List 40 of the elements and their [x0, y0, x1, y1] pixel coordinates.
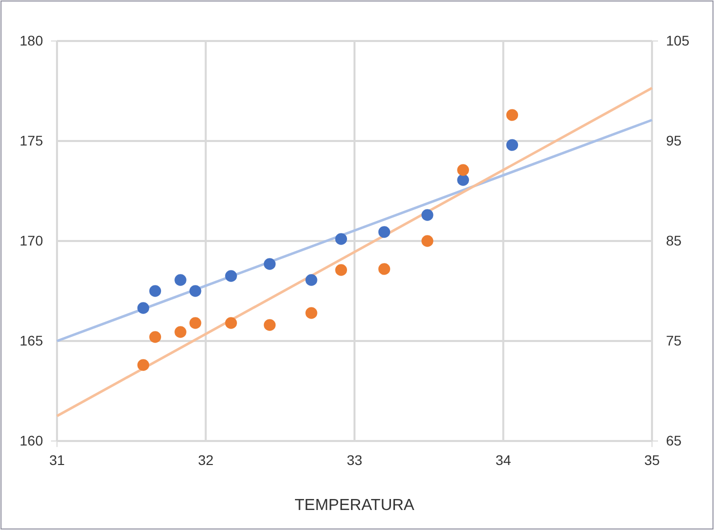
x-tick-label: 32	[198, 452, 214, 468]
y2-tick-label: 85	[666, 232, 682, 248]
x-tick-label: 35	[644, 452, 660, 468]
point	[378, 226, 390, 238]
y2-tick-label: 65	[666, 432, 682, 448]
point	[506, 109, 518, 121]
y-tick-label: 170	[20, 232, 44, 248]
point	[335, 233, 348, 245]
point	[421, 209, 434, 221]
point	[506, 139, 518, 151]
point	[264, 319, 276, 331]
point	[137, 302, 150, 314]
point	[174, 326, 186, 338]
y-tick-label: 180	[20, 32, 44, 48]
x-tick-label: 34	[495, 452, 512, 468]
x-tick-label: 33	[346, 452, 362, 468]
point	[457, 174, 470, 186]
point	[305, 274, 318, 286]
point	[189, 285, 202, 297]
y-tick-label: 165	[20, 332, 44, 348]
x-tick-label: 31	[49, 452, 65, 468]
point	[421, 235, 434, 247]
point	[335, 264, 348, 276]
point	[225, 317, 237, 329]
point	[149, 331, 162, 343]
y2-tick-label: 105	[666, 32, 690, 48]
point	[189, 317, 202, 329]
y2-tick-label: 75	[666, 332, 682, 348]
y2-tick-label: 95	[666, 132, 682, 148]
point	[225, 270, 237, 282]
point	[149, 285, 162, 297]
x-axis-title: TEMPERATURA	[294, 497, 415, 514]
point	[137, 359, 150, 371]
point	[378, 263, 390, 275]
point	[457, 164, 470, 176]
y-tick-label: 160	[20, 432, 44, 448]
point	[174, 274, 186, 286]
y-tick-label: 175	[20, 132, 44, 148]
point	[264, 258, 276, 270]
point	[305, 307, 318, 319]
